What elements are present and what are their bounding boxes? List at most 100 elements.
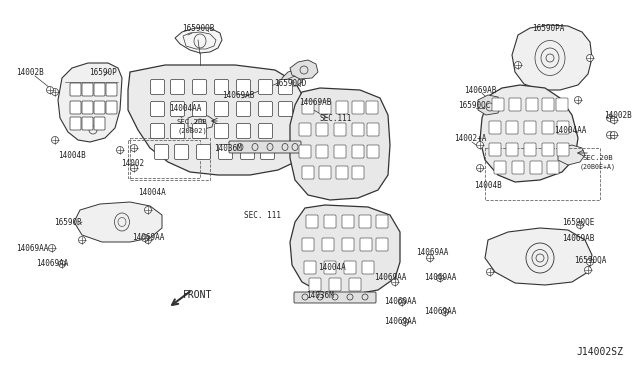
Text: 14069AA: 14069AA (36, 260, 68, 269)
FancyBboxPatch shape (376, 215, 388, 228)
Text: 16590QE: 16590QE (562, 218, 594, 227)
Text: 14002B: 14002B (604, 110, 632, 119)
Polygon shape (478, 95, 502, 115)
Text: SEC.20B: SEC.20B (177, 119, 207, 125)
Ellipse shape (131, 164, 138, 171)
Polygon shape (58, 63, 122, 142)
FancyBboxPatch shape (319, 101, 331, 114)
Text: J14002SZ: J14002SZ (577, 347, 623, 357)
FancyBboxPatch shape (70, 83, 81, 96)
FancyBboxPatch shape (557, 143, 569, 156)
Text: 16590QB: 16590QB (182, 23, 214, 32)
Ellipse shape (145, 206, 152, 214)
FancyBboxPatch shape (229, 141, 301, 153)
FancyBboxPatch shape (506, 143, 518, 156)
FancyBboxPatch shape (82, 117, 93, 130)
FancyBboxPatch shape (344, 261, 356, 274)
FancyBboxPatch shape (106, 101, 117, 114)
FancyBboxPatch shape (260, 144, 275, 160)
FancyBboxPatch shape (489, 121, 501, 134)
Polygon shape (485, 228, 592, 285)
Polygon shape (512, 25, 592, 90)
FancyBboxPatch shape (376, 238, 388, 251)
FancyBboxPatch shape (336, 101, 348, 114)
Text: 14069AB: 14069AB (299, 97, 331, 106)
FancyBboxPatch shape (193, 80, 207, 94)
FancyBboxPatch shape (94, 117, 105, 130)
FancyBboxPatch shape (214, 124, 228, 138)
Ellipse shape (47, 87, 54, 93)
Polygon shape (290, 60, 318, 79)
FancyBboxPatch shape (150, 124, 164, 138)
Ellipse shape (401, 318, 408, 326)
FancyBboxPatch shape (352, 166, 364, 179)
Polygon shape (175, 28, 222, 53)
FancyBboxPatch shape (94, 101, 105, 114)
Ellipse shape (577, 221, 584, 228)
Ellipse shape (611, 116, 618, 124)
FancyBboxPatch shape (259, 102, 273, 116)
Ellipse shape (116, 147, 124, 154)
FancyBboxPatch shape (170, 124, 184, 138)
Text: 14069AA: 14069AA (384, 317, 416, 327)
Ellipse shape (49, 244, 56, 251)
FancyBboxPatch shape (512, 161, 524, 174)
Text: 14004AA: 14004AA (554, 125, 586, 135)
FancyBboxPatch shape (302, 166, 314, 179)
FancyBboxPatch shape (530, 161, 542, 174)
Bar (485, 148, 600, 200)
Polygon shape (558, 145, 585, 165)
Text: FRONT: FRONT (183, 290, 212, 300)
Text: 16590QD: 16590QD (274, 78, 306, 87)
Ellipse shape (426, 254, 433, 262)
FancyBboxPatch shape (352, 123, 364, 136)
Bar (128, 140, 200, 178)
FancyBboxPatch shape (214, 80, 228, 94)
FancyBboxPatch shape (524, 143, 536, 156)
FancyBboxPatch shape (106, 83, 117, 96)
FancyBboxPatch shape (352, 101, 364, 114)
FancyBboxPatch shape (334, 123, 346, 136)
FancyBboxPatch shape (492, 98, 504, 111)
FancyBboxPatch shape (334, 145, 346, 158)
Bar (130, 138, 210, 180)
FancyBboxPatch shape (342, 238, 354, 251)
FancyBboxPatch shape (542, 143, 554, 156)
Text: 14069AA: 14069AA (384, 298, 416, 307)
FancyBboxPatch shape (329, 278, 341, 291)
Ellipse shape (58, 260, 65, 267)
FancyBboxPatch shape (367, 123, 379, 136)
Text: (20B0E+A): (20B0E+A) (580, 164, 616, 170)
FancyBboxPatch shape (70, 117, 81, 130)
FancyBboxPatch shape (259, 124, 273, 138)
Ellipse shape (141, 234, 148, 241)
FancyBboxPatch shape (319, 166, 331, 179)
FancyBboxPatch shape (367, 145, 379, 158)
FancyBboxPatch shape (175, 144, 189, 160)
Text: 14004B: 14004B (474, 180, 502, 189)
FancyBboxPatch shape (506, 121, 518, 134)
Text: 14069AA: 14069AA (374, 273, 406, 282)
FancyBboxPatch shape (542, 121, 554, 134)
FancyBboxPatch shape (306, 215, 318, 228)
FancyBboxPatch shape (170, 80, 184, 94)
Ellipse shape (515, 61, 522, 68)
Ellipse shape (145, 237, 152, 244)
FancyBboxPatch shape (542, 98, 554, 111)
Ellipse shape (51, 89, 58, 96)
Polygon shape (128, 65, 308, 175)
FancyBboxPatch shape (193, 124, 207, 138)
FancyBboxPatch shape (360, 238, 372, 251)
FancyBboxPatch shape (524, 121, 536, 134)
FancyBboxPatch shape (304, 261, 316, 274)
FancyBboxPatch shape (259, 80, 273, 94)
Ellipse shape (486, 269, 493, 276)
FancyBboxPatch shape (324, 261, 336, 274)
FancyBboxPatch shape (278, 80, 292, 94)
Text: 16590P: 16590P (89, 67, 117, 77)
Text: 14002+A: 14002+A (454, 134, 486, 142)
FancyBboxPatch shape (94, 83, 105, 96)
Ellipse shape (51, 137, 58, 144)
Text: 16590R: 16590R (54, 218, 82, 227)
Ellipse shape (584, 266, 591, 273)
